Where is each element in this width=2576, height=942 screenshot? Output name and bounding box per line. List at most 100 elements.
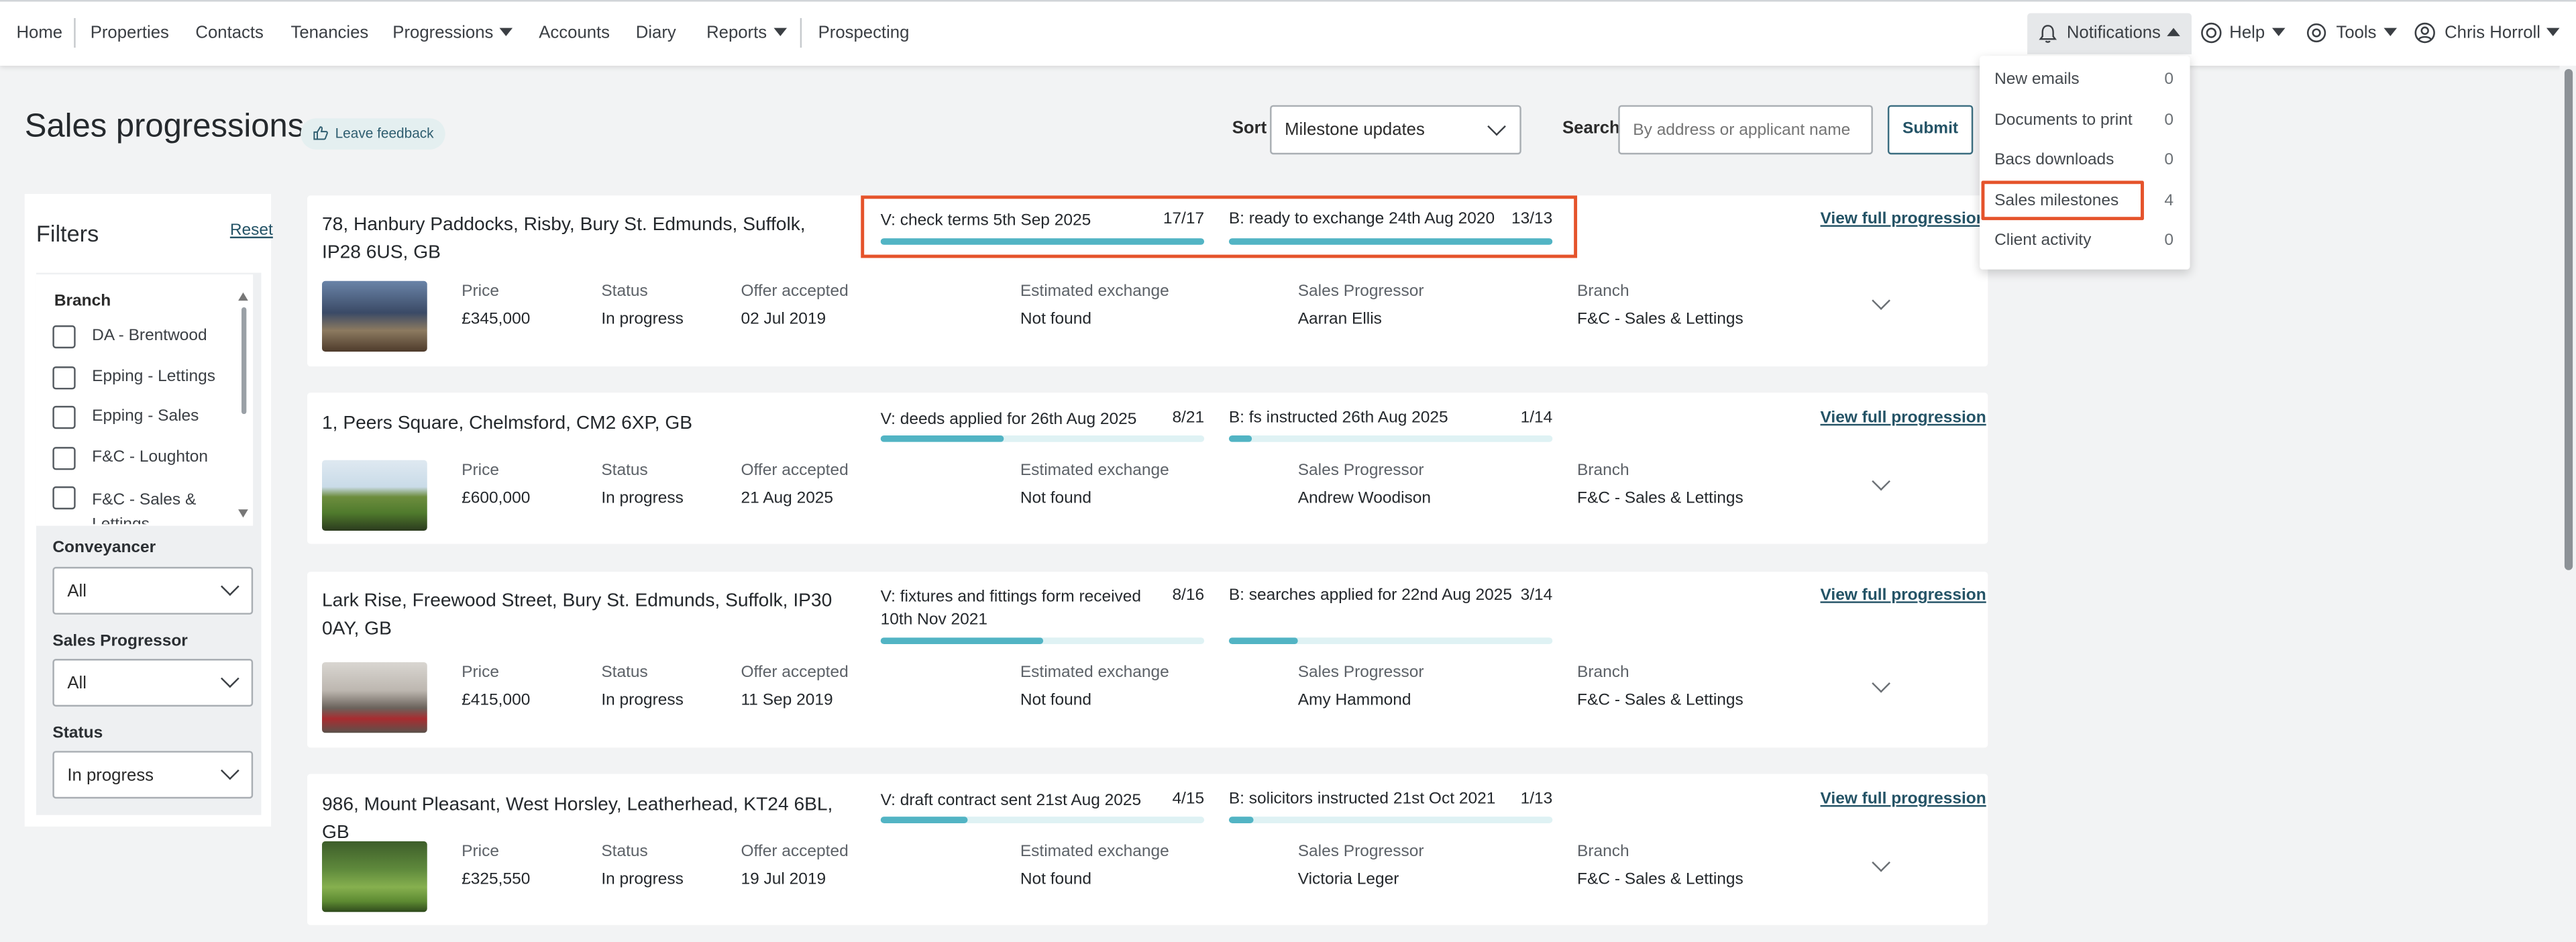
thumbs-up-icon — [313, 126, 328, 140]
caret-down-icon — [2383, 28, 2396, 36]
nav-notifications[interactable]: Notifications — [2067, 23, 2181, 43]
scroll-up-icon[interactable] — [238, 292, 248, 301]
scroll-down-icon[interactable] — [238, 509, 248, 518]
property-photo[interactable] — [322, 841, 427, 912]
vendor-milestone-count: 8/16 — [1172, 586, 1205, 605]
buyer-milestone-count: 3/14 — [1520, 586, 1553, 605]
sales-progressor-filter-label: Sales Progressor — [52, 632, 188, 651]
nav-accounts[interactable]: Accounts — [539, 23, 610, 43]
gear-icon — [2306, 23, 2326, 43]
nav-help[interactable]: Help — [2229, 23, 2285, 43]
nav-divider — [74, 17, 76, 48]
nav-progressions[interactable]: Progressions — [392, 23, 513, 43]
nav-reports[interactable]: Reports — [706, 23, 787, 43]
view-full-progression-link[interactable]: View full progression — [1820, 790, 1986, 808]
status-value: In progress — [601, 489, 684, 508]
branch-label: Branch — [1577, 462, 1629, 480]
checkbox[interactable] — [52, 325, 76, 349]
buyer-milestone: B: searches applied for 22nd Aug 2025 — [1228, 586, 1512, 605]
nav-home[interactable]: Home — [16, 23, 63, 43]
progressor-label: Sales Progressor — [1297, 462, 1424, 480]
progressor-label: Sales Progressor — [1297, 664, 1424, 682]
sales-progressor-value: Andrew Woodison — [1297, 489, 1432, 508]
search-label: Search — [1562, 118, 1620, 138]
notification-item-bacs-downloads[interactable]: Bacs downloads 0 — [1980, 143, 2190, 179]
chevron-down-icon — [221, 669, 239, 688]
caret-down-icon — [2546, 28, 2561, 36]
caret-down-icon — [2271, 28, 2285, 36]
nav-properties[interactable]: Properties — [90, 23, 169, 43]
view-full-progression-link[interactable]: View full progression — [1820, 210, 1986, 229]
checkbox[interactable] — [52, 447, 76, 470]
branch-option-label-line: Lettings — [92, 516, 150, 524]
expand-chevron-icon[interactable] — [1872, 674, 1890, 693]
conveyancer-select[interactable]: All — [52, 566, 254, 615]
checkbox[interactable] — [52, 366, 76, 390]
status-select[interactable]: In progress — [52, 751, 254, 799]
nav-contacts[interactable]: Contacts — [195, 23, 264, 43]
price-label: Price — [462, 843, 499, 861]
offer-label: Offer accepted — [741, 843, 849, 861]
offer-accepted-value: 02 Jul 2019 — [741, 310, 826, 329]
notification-item-new-emails[interactable]: New emails 0 — [1980, 62, 2190, 99]
property-address[interactable]: 78, Hanbury Paddocks, Risby, Bury St. Ed… — [322, 215, 806, 263]
notification-item-sales-milestones[interactable]: Sales milestones 4 — [1980, 184, 2190, 220]
notification-item-documents-to-print[interactable]: Documents to print 0 — [1980, 103, 2190, 140]
property-address[interactable]: 986, Mount Pleasant, West Horsley, Leath… — [322, 795, 833, 843]
notification-count: 0 — [2164, 111, 2174, 130]
expand-chevron-icon[interactable] — [1872, 472, 1890, 491]
nav-user[interactable]: Chris Horroll — [2445, 23, 2561, 43]
nav-progressions-label: Progressions — [392, 23, 494, 43]
nav-diary[interactable]: Diary — [635, 23, 676, 43]
branch-label: Branch — [1577, 843, 1629, 861]
nav-tenancies[interactable]: Tenancies — [290, 23, 369, 43]
progressor-label: Sales Progressor — [1297, 282, 1424, 301]
user-avatar-icon — [2414, 22, 2435, 44]
expand-chevron-icon[interactable] — [1872, 291, 1890, 311]
branch-scrollbar-thumb[interactable] — [241, 307, 247, 415]
estimated-exchange-value: Not found — [1020, 870, 1092, 889]
view-full-progression-link[interactable]: View full progression — [1820, 586, 1986, 605]
nav-divider — [800, 17, 802, 48]
search-input[interactable] — [1618, 105, 1873, 155]
property-photo[interactable] — [322, 662, 427, 733]
vendor-milestone: V: deeds applied for 26th Aug 2025 — [880, 411, 1137, 429]
exchange-label: Estimated exchange — [1020, 664, 1169, 682]
branch-option-label: Epping - Sales — [92, 407, 199, 426]
nav-tools[interactable]: Tools — [2336, 23, 2396, 43]
nav-prospecting[interactable]: Prospecting — [818, 23, 910, 43]
submit-button[interactable]: Submit — [1887, 105, 1974, 155]
property-address[interactable]: Lark Rise, Freewood Street, Bury St. Edm… — [322, 591, 833, 639]
buyer-progress-fill — [1228, 637, 1299, 645]
checkbox[interactable] — [52, 405, 76, 429]
page-scrollbar-thumb[interactable] — [2564, 68, 2573, 570]
vendor-progress-bar — [880, 435, 1205, 442]
sales-progressor-select[interactable]: All — [52, 659, 254, 707]
chevron-down-icon — [1487, 117, 1506, 136]
notification-label: New emails — [1994, 70, 2080, 89]
buyer-progress-bar — [1228, 238, 1553, 245]
leave-feedback-label: Leave feedback — [335, 125, 434, 142]
branch-option-label: F&C - Loughton — [92, 448, 209, 467]
offer-accepted-value: 19 Jul 2019 — [741, 870, 826, 889]
offer-accepted-value: 21 Aug 2025 — [741, 489, 834, 508]
expand-chevron-icon[interactable] — [1872, 853, 1890, 872]
sort-label: Sort — [1232, 118, 1267, 138]
notification-label: Client activity — [1994, 231, 2092, 250]
buyer-progress-fill — [1228, 817, 1254, 823]
notification-item-client-activity[interactable]: Client activity 0 — [1980, 223, 2190, 260]
notifications-dropdown: New emails 0 Documents to print 0 Bacs dow… — [1980, 56, 2190, 270]
property-photo[interactable] — [322, 280, 427, 352]
checkbox[interactable] — [52, 486, 76, 510]
progression-card: 986, Mount Pleasant, West Horsley, Leath… — [307, 774, 1988, 925]
view-full-progression-link[interactable]: View full progression — [1820, 409, 1986, 427]
property-address[interactable]: 1, Peers Square, Chelmsford, CM2 6XP, GB — [322, 414, 693, 434]
buyer-progress-bar — [1228, 637, 1553, 645]
property-photo[interactable] — [322, 460, 427, 531]
reset-filters-link[interactable]: Reset — [229, 221, 273, 240]
buyer-progress-fill — [1228, 435, 1252, 442]
sort-select[interactable]: Milestone updates — [1270, 105, 1521, 155]
status-value: In progress — [601, 692, 684, 710]
leave-feedback-button[interactable]: Leave feedback — [301, 118, 445, 150]
offer-label: Offer accepted — [741, 462, 849, 480]
